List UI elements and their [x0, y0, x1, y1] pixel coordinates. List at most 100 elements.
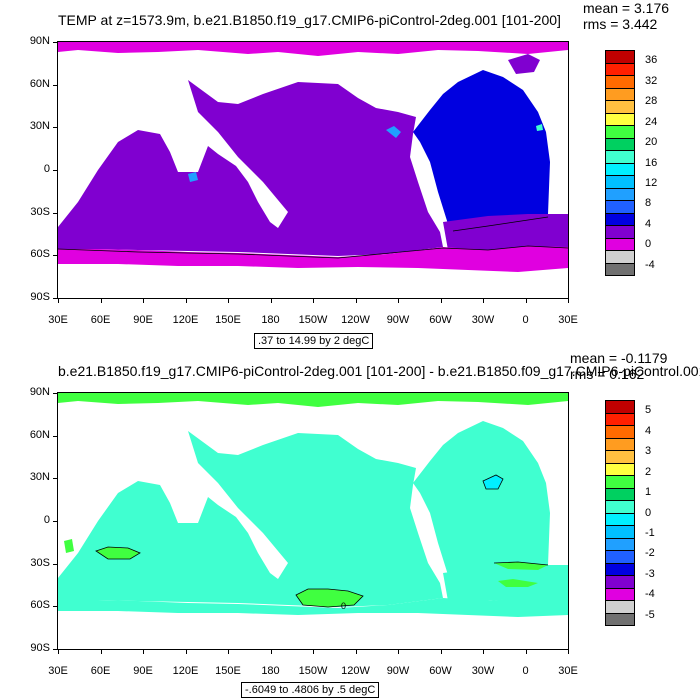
- panel1-lon-tick: [185, 298, 187, 303]
- panel2-contour-2: [295, 588, 364, 608]
- panel2-lat-label: 60N: [29, 428, 50, 441]
- colorbar-swatch: [605, 425, 635, 439]
- panel2-lon-label: 0: [522, 665, 529, 677]
- panel2-lon-label: 90W: [386, 665, 410, 677]
- panel1-contour: [58, 245, 568, 259]
- panel2-lon-label: 150W: [298, 665, 328, 677]
- panel2-main-ocean: [58, 431, 443, 607]
- panel2-lat-tick: [53, 649, 58, 650]
- colorbar-label: 0: [645, 238, 652, 251]
- panel1-lon-label: 90W: [386, 314, 410, 326]
- colorbar-swatch: [605, 537, 635, 551]
- colorbar-label: 32: [645, 74, 658, 87]
- panel1-range-label: .37 to 14.99 by 2 degC: [254, 333, 374, 349]
- colorbar-label: 16: [645, 156, 658, 169]
- panel1-lon-tick: [58, 298, 59, 303]
- panel2-lat-label: 60S: [30, 599, 50, 612]
- colorbar-swatch: [605, 400, 635, 414]
- panel1-lon-tick: [440, 298, 442, 303]
- panel2-contour-label: 0: [341, 601, 346, 611]
- panel2-lat-label: 90N: [29, 386, 50, 398]
- colorbar-swatch: [605, 475, 635, 489]
- panel1-lon-tick: [568, 298, 569, 303]
- panel2-lon-label: 60E: [90, 665, 111, 677]
- panel2-lon-tick: [568, 649, 569, 654]
- panel2-lon-label: 90E: [133, 665, 153, 677]
- panel1-main-ocean: [58, 80, 443, 256]
- colorbar-swatch: [605, 262, 635, 276]
- panel1-lon-tick: [313, 298, 314, 303]
- panel2-lon-tick: [355, 649, 357, 654]
- colorbar-swatch: [605, 62, 635, 76]
- colorbar-swatch: [605, 462, 635, 476]
- colorbar-label: 4: [645, 217, 652, 230]
- colorbar-swatch: [605, 550, 635, 564]
- panel1-mean: mean = 3.176: [583, 0, 670, 16]
- colorbar-swatch: [605, 500, 635, 514]
- colorbar-swatch: [605, 450, 635, 464]
- colorbar-swatch: [605, 200, 635, 214]
- panel1-lon-tick: [398, 298, 399, 303]
- panel1-lon-label: 180: [261, 314, 280, 326]
- colorbar-swatch: [605, 175, 635, 189]
- panel1-arctic-spot: [508, 54, 540, 74]
- colorbar-label: 0: [645, 506, 652, 519]
- colorbar-swatch: [605, 162, 635, 176]
- panel2-antarctic-ring: [58, 597, 568, 617]
- colorbar-label: -4: [645, 258, 655, 271]
- panel1-map-frame: [57, 41, 569, 299]
- colorbar-label: -1: [645, 526, 655, 539]
- panel2-green-patch-3: [296, 589, 363, 607]
- colorbar-swatch: [605, 587, 635, 601]
- panel2-lon-tick: [58, 649, 59, 654]
- panel1-lat-label: 60N: [29, 77, 50, 90]
- panel2-cyan-spot: [483, 475, 503, 489]
- colorbar-label: -3: [645, 567, 655, 580]
- panel1-lon-label: 120W: [341, 314, 370, 326]
- panel2-lat-tick: [53, 563, 58, 565]
- panel1-lat-tick: [53, 127, 58, 129]
- panel2-lon-tick: [185, 649, 187, 654]
- panel2-lat-tick: [53, 393, 58, 394]
- colorbar-swatch: [605, 137, 635, 151]
- colorbar-swatch: [605, 525, 635, 539]
- panel2-lat-tick: [53, 606, 58, 608]
- colorbar-label: 36: [645, 54, 658, 67]
- panel1-lon-label: 0: [522, 314, 529, 326]
- panel1-lat-label: 30N: [29, 120, 50, 133]
- colorbar-label: -5: [645, 608, 655, 621]
- panel2-lat-tick: [53, 521, 58, 522]
- panel2-lat-tick: [53, 478, 58, 480]
- panel1-title: TEMP at z=1573.9m, b.e21.B1850.f19_g17.C…: [58, 12, 561, 28]
- panel1-lon-tick: [270, 298, 272, 303]
- panel2-atlantic: [413, 421, 550, 581]
- colorbar-label: 5: [645, 404, 652, 417]
- colorbar-label: 24: [645, 115, 658, 128]
- panel1-lat-label: 90N: [29, 35, 50, 47]
- panel2-lon-tick: [398, 649, 399, 654]
- colorbar-label: 28: [645, 95, 658, 108]
- panel1-lat-tick: [53, 42, 58, 43]
- panel2-lon-label: 120E: [172, 665, 199, 677]
- panel2-arctic-band: [58, 393, 568, 407]
- colorbar-swatch: [605, 112, 635, 126]
- colorbar-swatch: [605, 612, 635, 626]
- panel2-contour-1: [95, 546, 141, 560]
- colorbar-label: 1: [645, 486, 652, 499]
- colorbar-swatch: [605, 437, 635, 451]
- panel2-lat-label: 0: [43, 514, 50, 526]
- panel2-range-label: -.6049 to .4806 by .5 degC: [241, 682, 380, 698]
- colorbar-swatch: [605, 125, 635, 139]
- panel2-contour-4: [482, 474, 504, 490]
- panel1-lat-tick: [53, 255, 58, 257]
- panel1-indo-spot-1: [386, 126, 401, 138]
- panel2-contour-3: [493, 561, 549, 566]
- panel2-lat-label: 30S: [30, 556, 50, 569]
- panel1-lat-label: 30S: [30, 205, 50, 218]
- panel2-lon-label: 180: [261, 665, 280, 677]
- colorbar-swatch: [605, 412, 635, 426]
- colorbar-swatch: [605, 75, 635, 89]
- panel2-lon-tick: [313, 649, 314, 654]
- panel1-lon-label: 30W: [471, 314, 495, 326]
- colorbar-swatch: [605, 212, 635, 226]
